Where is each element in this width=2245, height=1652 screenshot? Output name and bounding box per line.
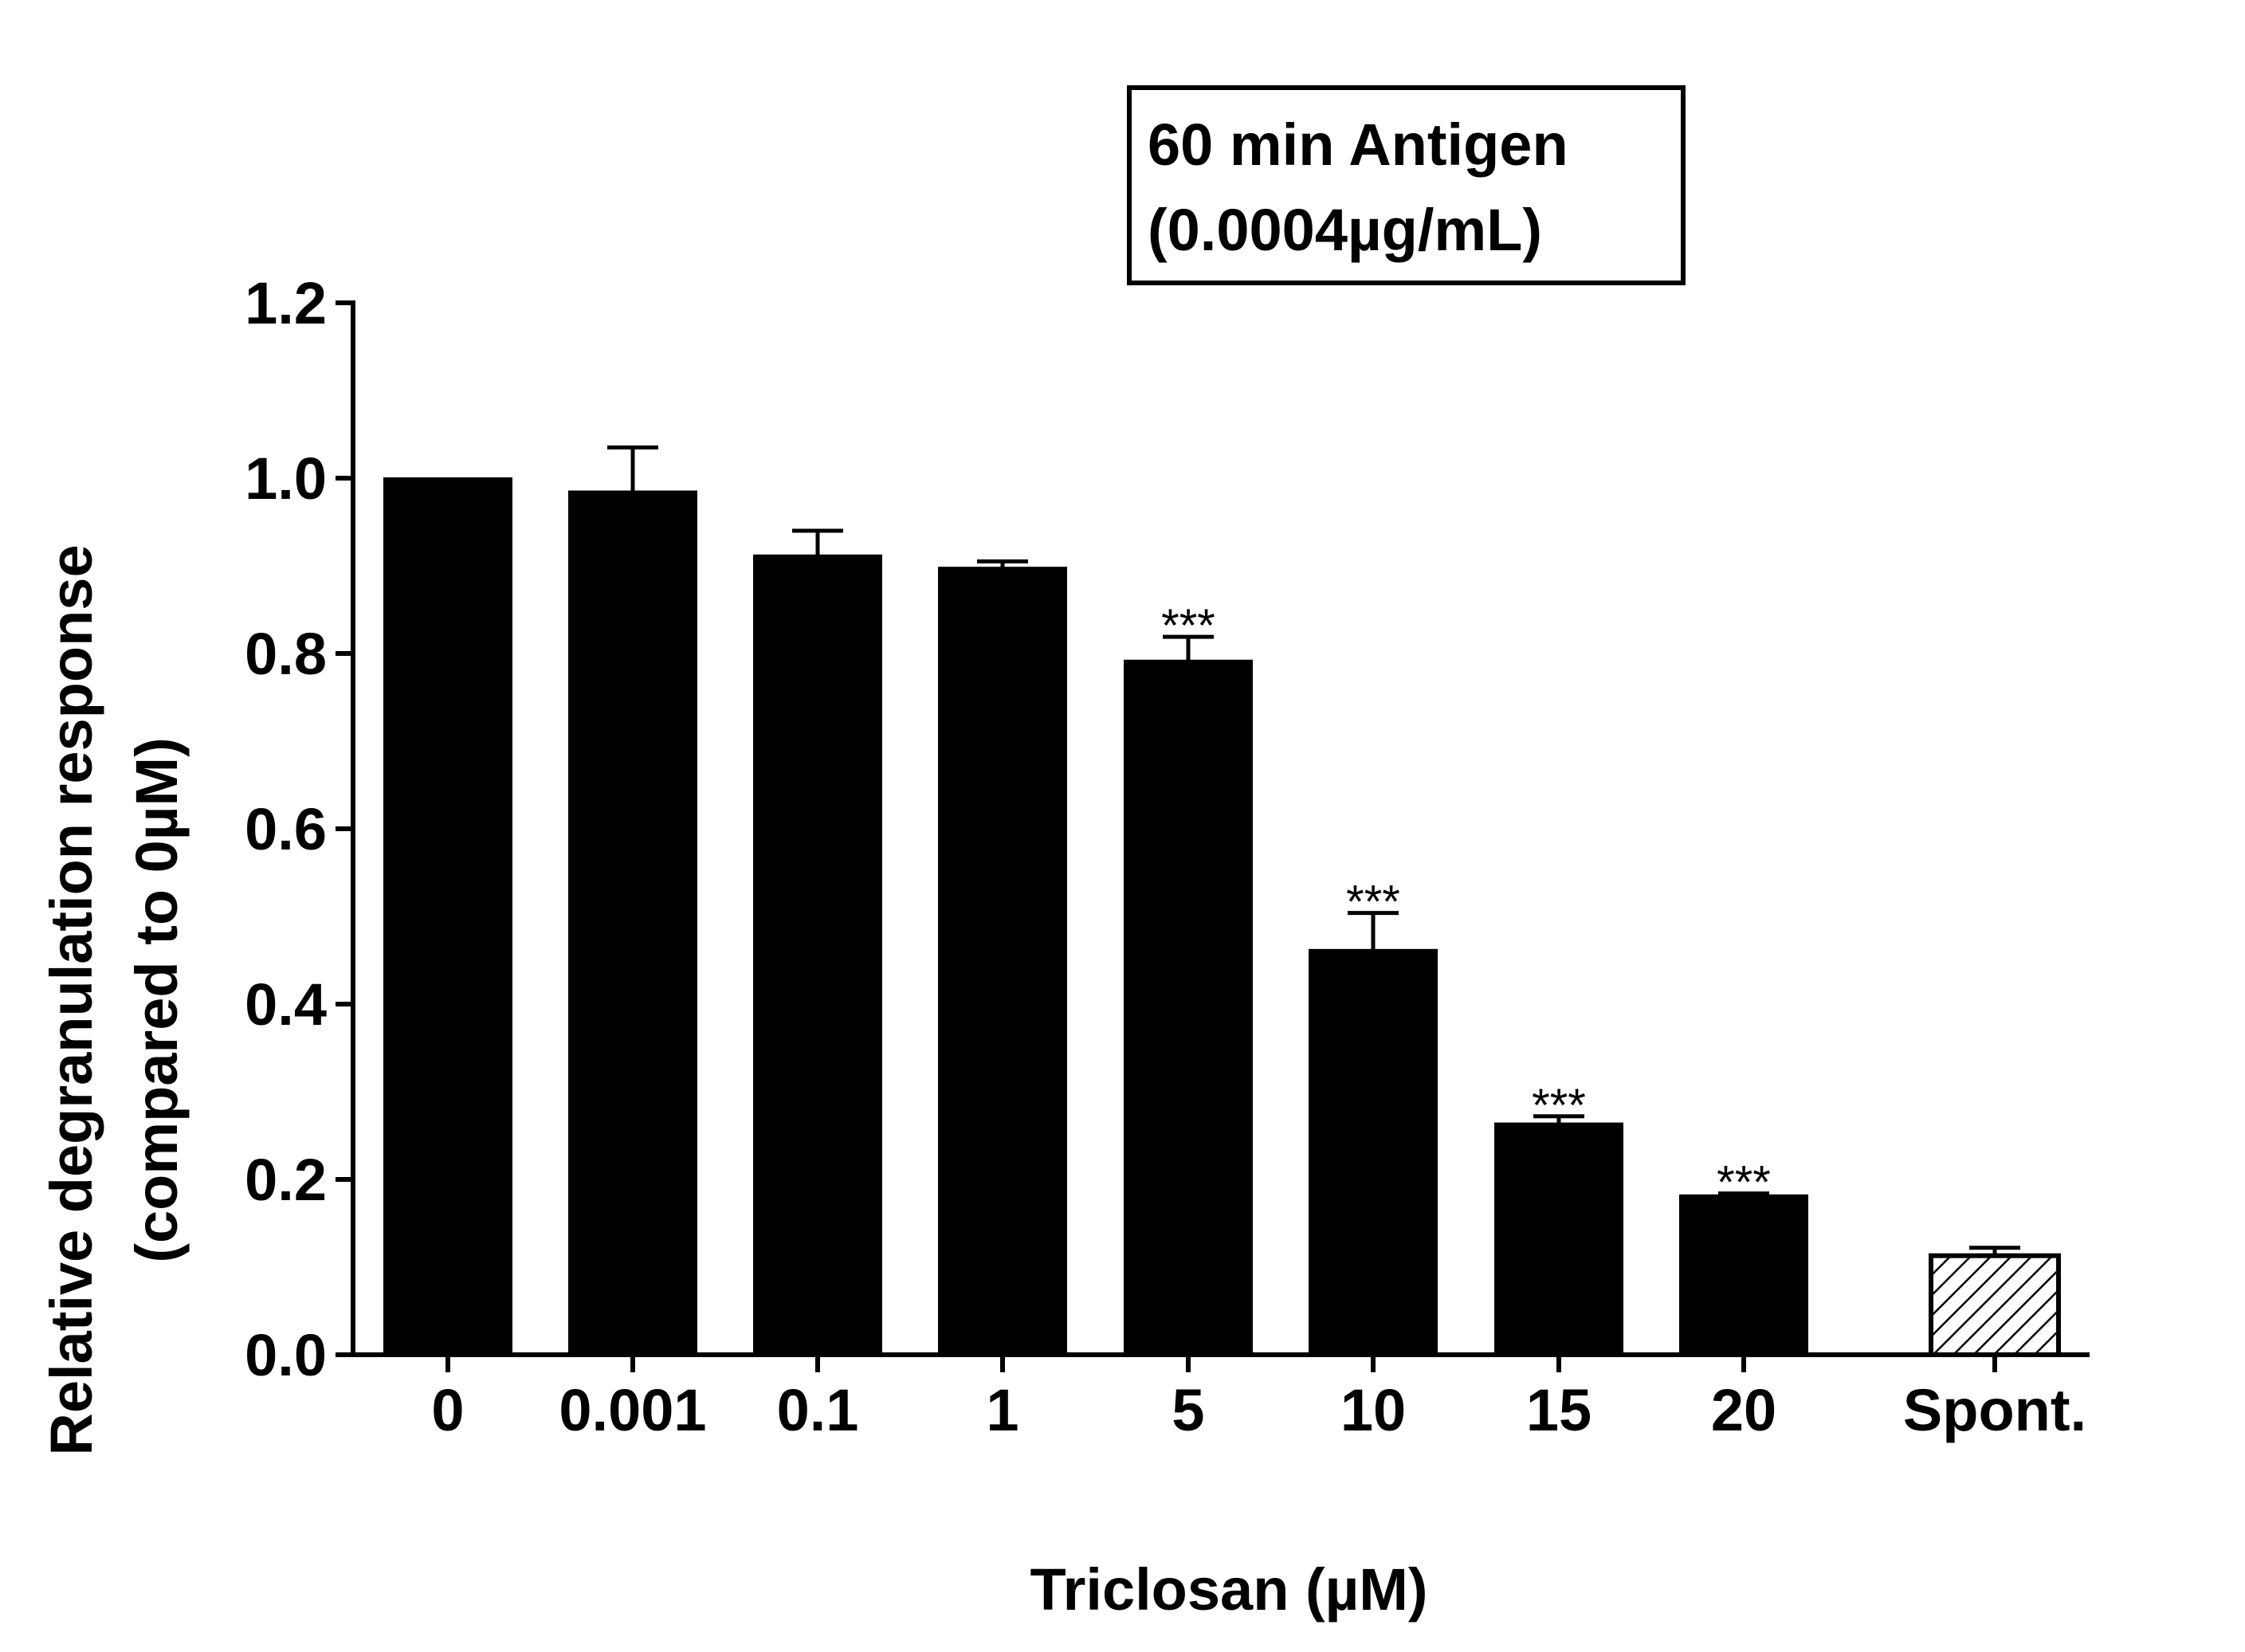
significance-label: *** <box>1532 1080 1586 1132</box>
bar <box>753 554 882 1356</box>
x-tick-label: 5 <box>1172 1377 1204 1443</box>
x-tick-label: 10 <box>1340 1377 1406 1443</box>
y-tick-label: 0.4 <box>245 971 327 1038</box>
y-tick-label: 0.6 <box>245 796 327 862</box>
x-axis-title: Triclosan (µM) <box>1030 1556 1427 1623</box>
bar <box>1309 948 1438 1356</box>
bar <box>938 567 1067 1356</box>
x-tick-label: 20 <box>1711 1377 1776 1443</box>
legend-line-2: (0.0004µg/mL) <box>1148 197 1542 263</box>
x-tick-label: 1 <box>986 1377 1018 1443</box>
x-tick-label: Spont. <box>1903 1377 2086 1443</box>
bar <box>1494 1122 1623 1356</box>
x-tick-label: 0.1 <box>777 1377 859 1443</box>
x-tick-label: 15 <box>1526 1377 1592 1443</box>
bar <box>568 490 697 1356</box>
significance-label: *** <box>1346 877 1400 928</box>
y-tick-label: 1.0 <box>245 445 327 512</box>
significance-label: *** <box>1161 600 1215 652</box>
bars: *** *** *** *** <box>383 445 2061 1357</box>
x-ticks: 0 0.001 0.1 1 5 10 15 20 Spont. <box>431 1355 2086 1443</box>
y-ticks: 0.0 0.2 0.4 0.6 0.8 1.0 1.2 <box>245 270 353 1388</box>
legend-line-1: 60 min Antigen <box>1148 112 1568 178</box>
y-tick-label: 1.2 <box>245 270 327 336</box>
significance-label: *** <box>1717 1157 1771 1209</box>
x-tick-label: 0.001 <box>559 1377 706 1443</box>
y-axis-title-line-2: (compared to 0µM) <box>124 737 190 1262</box>
legend-box: 60 min Antigen (0.0004µg/mL) <box>1127 85 1686 285</box>
y-axis-title-line-1: Relative degranulation response <box>38 544 104 1455</box>
bar <box>383 477 512 1356</box>
bar <box>1124 659 1253 1356</box>
y-tick-label: 0.0 <box>245 1322 327 1388</box>
y-tick-label: 0.8 <box>245 621 327 687</box>
bar <box>1929 1253 2061 1357</box>
bar <box>1679 1194 1808 1356</box>
y-tick-label: 0.2 <box>245 1147 327 1213</box>
x-tick-label: 0 <box>431 1377 464 1443</box>
y-axis-title: Relative degranulation response (compare… <box>38 544 190 1455</box>
legend-frame <box>1127 85 1686 285</box>
